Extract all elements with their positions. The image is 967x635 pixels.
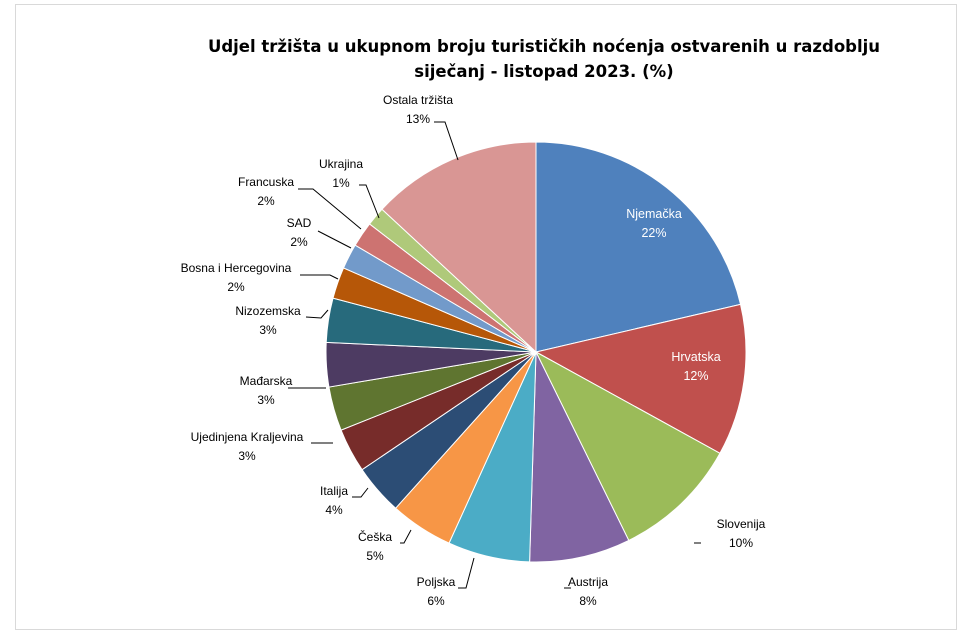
slice-value-francuska: 2%: [257, 194, 275, 208]
slice-value-poljska: 6%: [427, 594, 445, 608]
leader-line-francuska: [298, 188, 362, 230]
slice-label-francuska: Francuska: [238, 175, 294, 189]
slice-label-hrvatska: Hrvatska: [671, 350, 720, 364]
leader-line-italija: [352, 487, 369, 498]
slice-label-ujedinjena-kraljevina: Ujedinjena Kraljevina: [191, 430, 304, 444]
slice-value-ceska: 5%: [366, 549, 384, 563]
slice-label-sad: SAD: [287, 216, 312, 230]
slice-value-ostala-trzista: 13%: [406, 112, 430, 126]
slice-value-nizozemska: 3%: [259, 323, 277, 337]
slice-value-austrija: 8%: [579, 594, 597, 608]
slice-labels: Njemačka 22% Hrvatska 12% Slovenija 10% Austri…: [181, 93, 766, 608]
slice-label-italija: Italija: [320, 484, 348, 498]
slice-hrvatska: [534, 303, 747, 454]
chart-frame: Udjel tržišta u ukupnom broju turistički…: [15, 4, 957, 630]
slice-austrija: [529, 351, 630, 563]
leader-line-ukrajina: [359, 184, 380, 219]
slice-label-ceska: Češka: [358, 529, 392, 544]
slice-label-austrija: Austrija: [568, 575, 608, 589]
pie-slices: [325, 141, 747, 563]
chart-title-line-1: Udjel tržišta u ukupnom broju turistički…: [208, 37, 880, 56]
slice-label-nizozemska: Nizozemska: [235, 304, 301, 318]
leader-line-sad: [317, 230, 352, 249]
slice-value-sad: 2%: [290, 235, 308, 249]
slice-value-bosna-i-hercegovina: 2%: [227, 280, 245, 294]
slice-value-madarska: 3%: [257, 393, 275, 407]
slice-label-poljska: Poljska: [417, 575, 456, 589]
slice-value-ujedinjena-kraljevina: 3%: [238, 449, 256, 463]
leader-line-ostala-trzista: [434, 121, 459, 161]
slice-value-italija: 4%: [325, 503, 343, 517]
slice-ostala-trzista: [381, 141, 537, 354]
slice-value-njemacka: 22%: [641, 226, 666, 240]
pie-chart: Udjel tržišta u ukupnom broju turistički…: [181, 37, 880, 608]
slice-value-slovenija: 10%: [729, 536, 753, 550]
slice-slovenija: [534, 350, 721, 542]
slice-label-ukrajina: Ukrajina: [319, 157, 363, 171]
slice-label-bosna-i-hercegovina: Bosna i Hercegovina: [181, 261, 292, 275]
leader-line-poljska: [458, 557, 475, 589]
slice-label-ostala-trzista: Ostala tržišta: [383, 93, 453, 107]
leader-line-nizozemska: [305, 309, 329, 319]
slice-njemacka: [535, 141, 742, 353]
chart-title-line-2: siječanj - listopad 2023. (%): [414, 62, 673, 81]
leader-line-bosna-i-hercegovina: [300, 274, 339, 280]
slice-value-ukrajina: 1%: [332, 176, 350, 190]
slice-value-hrvatska: 12%: [683, 369, 708, 383]
slice-label-njemacka: Njemačka: [626, 207, 682, 221]
slice-label-madarska: Mađarska: [240, 374, 293, 388]
slice-label-slovenija: Slovenija: [717, 517, 766, 531]
leader-line-ceska: [400, 529, 412, 544]
leader-lines: [288, 121, 701, 589]
